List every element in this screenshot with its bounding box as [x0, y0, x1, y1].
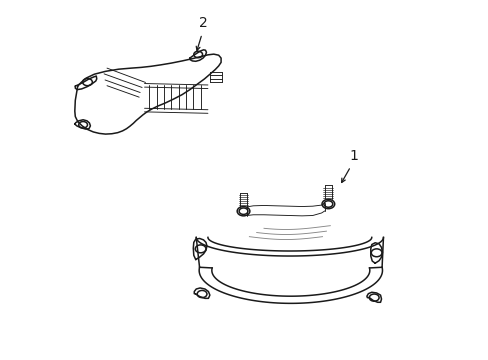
Text: 1: 1 [349, 149, 358, 163]
Text: 2: 2 [198, 16, 207, 30]
